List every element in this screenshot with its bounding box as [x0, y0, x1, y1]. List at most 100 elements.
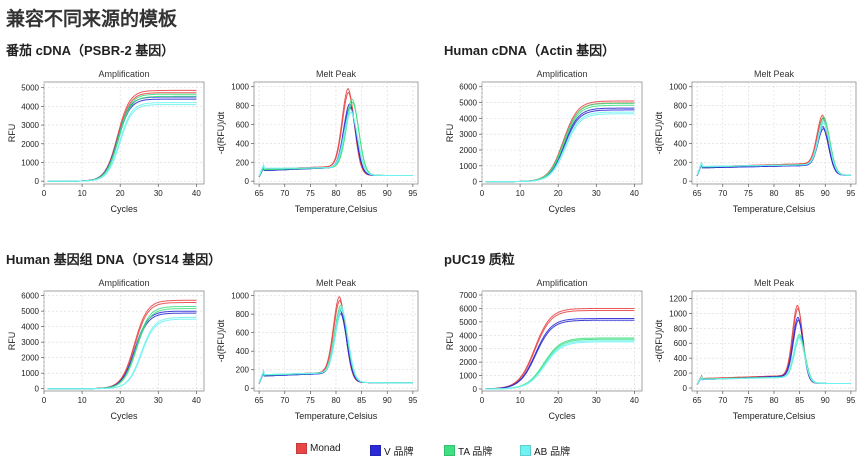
- x-axis-label: Cycles: [548, 411, 576, 421]
- series-line-ab: [696, 122, 851, 176]
- x-tick-label: 0: [42, 396, 47, 405]
- y-tick-label: 600: [674, 339, 688, 348]
- y-tick-label: 400: [674, 139, 688, 148]
- y-tick-label: 5000: [459, 318, 477, 327]
- y-tick-label: 1000: [21, 158, 39, 167]
- x-tick-label: 85: [357, 189, 366, 198]
- y-tick-label: 3000: [21, 121, 39, 130]
- x-tick-label: 65: [255, 189, 264, 198]
- y-tick-label: 5000: [21, 307, 39, 316]
- amplification-chart-puc19-plasmid: 0 10 20 30 40 0 1000 2000 3000 4000 5000 6000 7000 Am…: [445, 278, 643, 421]
- chart-title: Melt Peak: [316, 278, 357, 288]
- x-axis-label: Temperature,Celsius: [733, 204, 816, 214]
- y-tick-label: 0: [35, 385, 40, 394]
- series-line-ab: [47, 318, 197, 390]
- y-tick-label: 1000: [459, 162, 477, 171]
- x-tick-label: 95: [408, 189, 417, 198]
- y-axis-label: -d(RFU)/dt: [654, 319, 664, 362]
- melt-peak-chart-puc19-plasmid: 65 70 75 80 85 90 95 0 200 400 600 800 1000 1200 Melt …: [654, 278, 857, 421]
- x-tick-label: 75: [306, 396, 315, 405]
- x-tick-label: 80: [770, 189, 779, 198]
- y-tick-label: 0: [683, 384, 688, 393]
- x-tick-label: 30: [154, 396, 163, 405]
- x-tick-label: 70: [718, 189, 727, 198]
- y-tick-label: 5000: [21, 84, 39, 93]
- x-tick-label: 65: [693, 396, 702, 405]
- x-axis-label: Cycles: [110, 411, 138, 421]
- x-tick-label: 0: [480, 396, 485, 405]
- series-line-ab: [485, 113, 635, 183]
- y-tick-label: 0: [473, 178, 478, 187]
- x-tick-label: 30: [592, 396, 601, 405]
- y-tick-label: 200: [236, 158, 250, 167]
- legend-swatch-ta-brand: [444, 445, 455, 456]
- x-tick-label: 90: [383, 189, 392, 198]
- x-axis-label: Temperature,Celsius: [733, 411, 816, 421]
- legend-label-monad: Monad: [310, 443, 341, 454]
- x-tick-label: 75: [744, 396, 753, 405]
- x-tick-label: 95: [846, 189, 855, 198]
- melt-peak-chart-tomato-cdna: 65 70 75 80 85 90 95 0 200 400 600 800 1000 Melt Peak…: [216, 69, 419, 214]
- amplification-chart-human-genomic-dna: 0 10 20 30 40 0 1000 2000 3000 4000 5000 6000 Amplif…: [7, 278, 205, 421]
- chart-title: Melt Peak: [316, 69, 357, 79]
- y-tick-label: 0: [245, 384, 250, 393]
- x-tick-label: 40: [192, 189, 201, 198]
- chart-title: Amplification: [98, 278, 149, 288]
- x-tick-label: 75: [306, 189, 315, 198]
- series-line-ab: [696, 337, 851, 385]
- y-tick-label: 1000: [21, 369, 39, 378]
- series-line-v: [485, 319, 635, 390]
- y-tick-label: 4000: [459, 114, 477, 123]
- y-tick-label: 400: [236, 139, 250, 148]
- y-tick-label: 800: [236, 102, 250, 111]
- y-tick-label: 1000: [231, 83, 249, 92]
- legend-label-v-brand: V 品牌: [384, 447, 414, 458]
- x-tick-label: 70: [718, 396, 727, 405]
- chart-title: Amplification: [98, 69, 149, 79]
- legend-swatch-v-brand: [370, 445, 381, 456]
- x-tick-label: 85: [795, 396, 804, 405]
- y-tick-label: 0: [683, 177, 688, 186]
- x-tick-label: 80: [332, 189, 341, 198]
- y-tick-label: 200: [674, 158, 688, 167]
- series-line-ab: [258, 111, 413, 177]
- x-tick-label: 0: [42, 189, 47, 198]
- y-tick-label: 3000: [21, 338, 39, 347]
- x-tick-label: 30: [592, 189, 601, 198]
- y-tick-label: 3000: [459, 345, 477, 354]
- x-tick-label: 40: [192, 396, 201, 405]
- y-tick-label: 2000: [21, 140, 39, 149]
- y-tick-label: 3000: [459, 130, 477, 139]
- legend-swatch-monad: [296, 443, 307, 454]
- y-tick-label: 200: [674, 369, 688, 378]
- y-tick-label: 0: [473, 385, 478, 394]
- x-tick-label: 10: [78, 396, 87, 405]
- y-tick-label: 2000: [21, 354, 39, 363]
- y-tick-label: 7000: [459, 291, 477, 300]
- chart-title: Melt Peak: [754, 278, 795, 288]
- x-tick-label: 40: [630, 189, 639, 198]
- y-axis-label: RFU: [445, 332, 455, 351]
- x-tick-label: 75: [744, 189, 753, 198]
- x-tick-label: 95: [846, 396, 855, 405]
- series-line-v: [696, 127, 851, 177]
- y-axis-label: RFU: [7, 124, 17, 143]
- x-axis-label: Cycles: [548, 204, 576, 214]
- y-tick-label: 0: [245, 177, 250, 186]
- x-tick-label: 90: [821, 189, 830, 198]
- legend-item-ta-brand: TA 品牌: [444, 443, 493, 458]
- legend-item-v-brand: V 品牌: [370, 443, 414, 458]
- x-tick-label: 70: [280, 396, 289, 405]
- y-tick-label: 800: [674, 102, 688, 111]
- y-tick-label: 600: [674, 121, 688, 130]
- section-title-human-cdna: Human cDNA（Actin 基因）: [444, 43, 616, 58]
- x-tick-label: 40: [630, 396, 639, 405]
- section-title-tomato-cdna: 番茄 cDNA（PSBR-2 基因）: [6, 43, 175, 58]
- x-axis-label: Cycles: [110, 204, 138, 214]
- legend-item-monad: Monad: [296, 443, 341, 457]
- x-tick-label: 80: [770, 396, 779, 405]
- y-tick-label: 1000: [231, 292, 249, 301]
- chart-title: Melt Peak: [754, 69, 795, 79]
- legend-label-ta-brand: TA 品牌: [458, 447, 493, 458]
- x-axis-label: Temperature,Celsius: [295, 204, 378, 214]
